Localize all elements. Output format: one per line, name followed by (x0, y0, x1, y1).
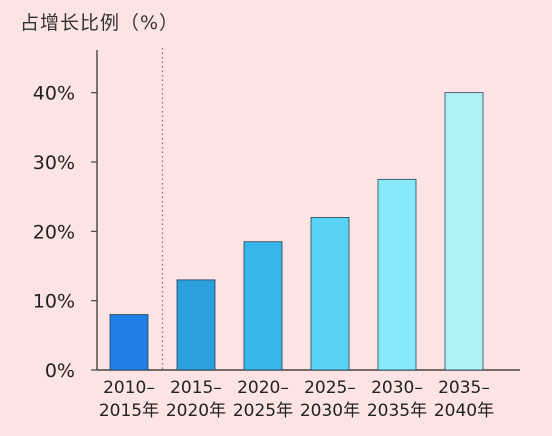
bar (377, 178, 417, 371)
y-tick-label: 10% (33, 291, 75, 313)
chart-title: 占增长比例（%） (20, 12, 180, 34)
x-tick-label: 2025– (304, 378, 356, 398)
y-tick-label: 40% (33, 83, 75, 105)
x-tick-label: 2030– (371, 378, 423, 398)
bar (176, 279, 216, 371)
x-tick-label: 2020– (237, 378, 289, 398)
bar (109, 314, 149, 371)
bar (310, 217, 350, 371)
x-tick-label: 2030年 (300, 401, 360, 421)
x-tick-label: 2020年 (166, 401, 226, 421)
x-tick-label: 2035– (438, 378, 490, 398)
y-tick-label: 0% (45, 360, 75, 382)
bar (444, 92, 484, 371)
x-tick-label: 2040年 (434, 401, 494, 421)
x-tick-label: 2025年 (233, 401, 293, 421)
y-tick-label: 20% (33, 221, 75, 243)
x-tick-label: 2015– (170, 378, 222, 398)
x-tick-label: 2010– (103, 378, 155, 398)
bar (243, 241, 283, 371)
x-tick-label: 2035年 (367, 401, 427, 421)
x-tick-label: 2015年 (99, 401, 159, 421)
y-tick-label: 30% (33, 152, 75, 174)
